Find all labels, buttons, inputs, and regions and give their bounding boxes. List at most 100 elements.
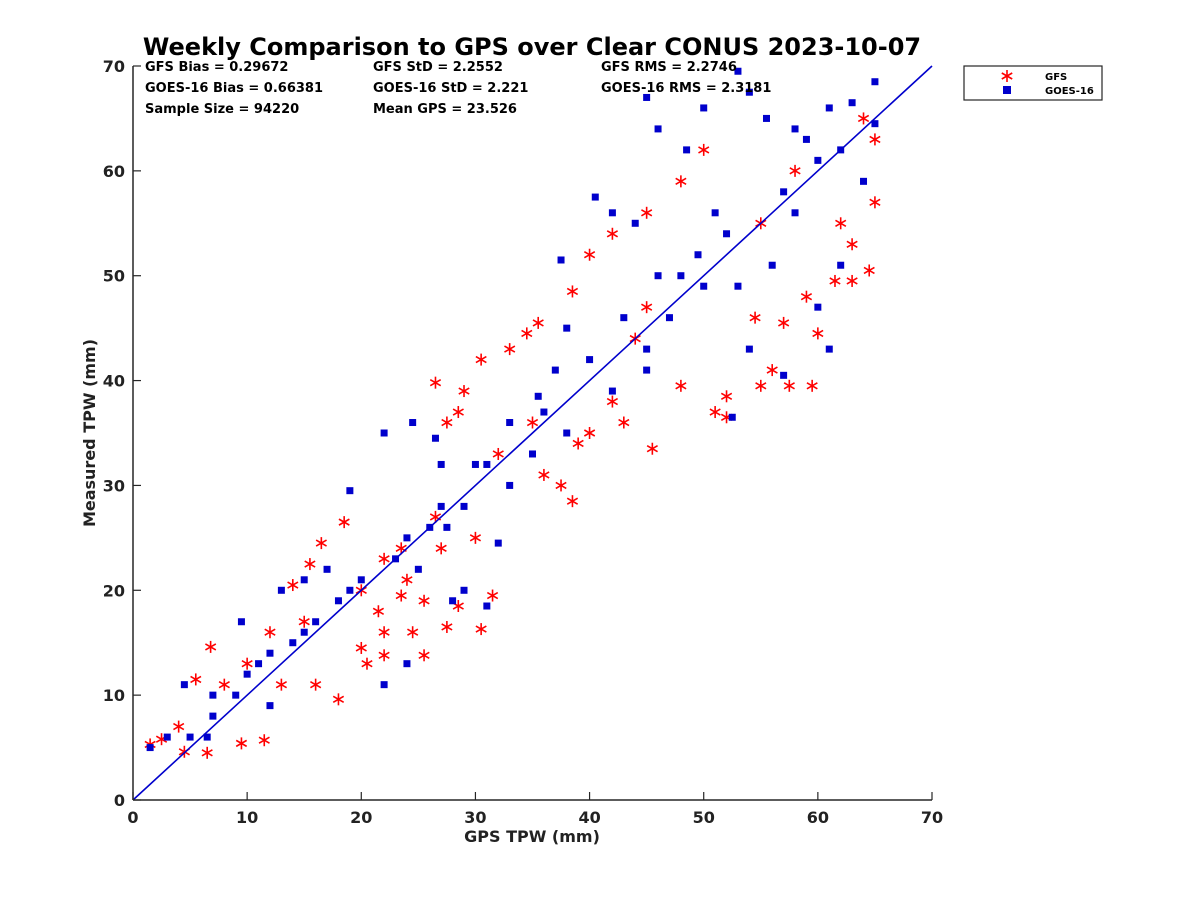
gfs-point [806,379,818,392]
gfs-point [789,164,801,177]
x-tick-label: 40 [578,808,600,827]
gfs-point [201,746,213,759]
goes-point [608,387,616,395]
gfs-point [555,479,567,492]
gfs-point [783,379,795,392]
goes-point [620,314,628,322]
gfs-point [418,594,430,607]
goes-point [631,219,639,227]
goes-point [300,576,308,584]
gfs-point [475,623,487,636]
goes-point [255,660,263,668]
x-tick-label: 10 [236,808,258,827]
goes-point [209,691,217,699]
goes-point [346,487,354,495]
goes-point [437,460,445,468]
goes-point [837,261,845,269]
gfs-point [566,495,579,508]
legend-gfs-asterisk [1001,70,1013,82]
goes-point [146,744,154,752]
goes-point [762,114,770,122]
gfs-point [298,615,310,628]
gfs-point [869,133,881,146]
gfs-point [766,364,778,377]
goes-point [380,429,388,437]
gfs-point [361,657,373,670]
goes-point [237,618,245,626]
goes-point [460,586,468,594]
gfs-point [641,206,653,219]
goes-point [289,639,297,647]
goes-point [323,565,331,573]
goes-point [443,523,451,531]
goes-point [551,366,559,374]
gfs-point [863,264,875,277]
x-tick-label: 70 [921,808,943,827]
gfs-point [532,316,544,329]
gfs-point [709,406,721,419]
goes-point [449,597,457,605]
stat-mean-gps: Mean GPS = 23.526 [373,102,517,117]
goes-point [654,272,662,280]
gfs-point [583,248,596,261]
gfs-point [441,416,453,429]
y-axis-ticks: 0 10 20 30 40 50 60 70 [103,57,141,810]
gfs-point [526,416,539,429]
goes-point [277,586,285,594]
goes-point [677,272,685,280]
goes-point [768,261,776,269]
y-tick-label: 30 [103,476,125,495]
gfs-point [618,416,630,429]
gfs-point [572,437,584,450]
goes-point [460,502,468,510]
reference-line [132,65,933,801]
gfs-point [264,626,276,639]
gfs-point [429,376,442,389]
gfs-point [469,531,482,544]
goes-point [557,256,565,264]
legend-gfs-marker [1001,70,1013,82]
goes-point [409,419,417,427]
gfs-point [287,579,299,592]
stat-goes-std: GOES-16 StD = 2.221 [373,81,528,96]
goes-point [780,188,788,196]
goes-point [814,303,822,311]
goes-point [665,314,673,322]
y-axis-label: Measured TPW (mm) [80,339,99,527]
gfs-point [452,406,464,419]
goes-point [802,135,810,143]
goes-point [180,681,188,689]
gfs-point [372,605,385,618]
gfs-point [395,589,407,602]
gfs-point [338,516,350,529]
goes-point [871,78,879,86]
gfs-point [675,175,687,188]
goes-point [683,146,691,154]
legend-goes-marker [1003,86,1011,94]
goes-point [563,324,571,332]
gfs-point [698,143,710,156]
goes-point [694,251,702,259]
goes-point [643,93,651,101]
goes-point [591,193,599,201]
stats-block: GFS Bias = 0.29672 GFS StD = 2.2552 GFS … [145,60,771,117]
y-tick-label: 60 [103,162,125,181]
gfs-point [521,327,533,340]
gfs-point [566,285,579,298]
goes-point [563,429,571,437]
gfs-point [204,640,217,653]
goes-point [643,366,651,374]
goes-point [529,450,536,458]
gfs-point [304,558,316,571]
stat-goes-bias: GOES-16 Bias = 0.66381 [145,81,323,96]
stat-gfs-std: GFS StD = 2.2552 [373,60,503,75]
stat-gfs-rms: GFS RMS = 2.2746 [601,60,737,75]
gfs-point [378,626,390,639]
goes-point [540,408,548,416]
legend-box [963,65,1103,101]
gfs-point [846,274,858,287]
goes-point [483,602,491,610]
goes-point [745,345,753,353]
gfs-point [275,678,288,691]
goes-point [266,649,274,657]
